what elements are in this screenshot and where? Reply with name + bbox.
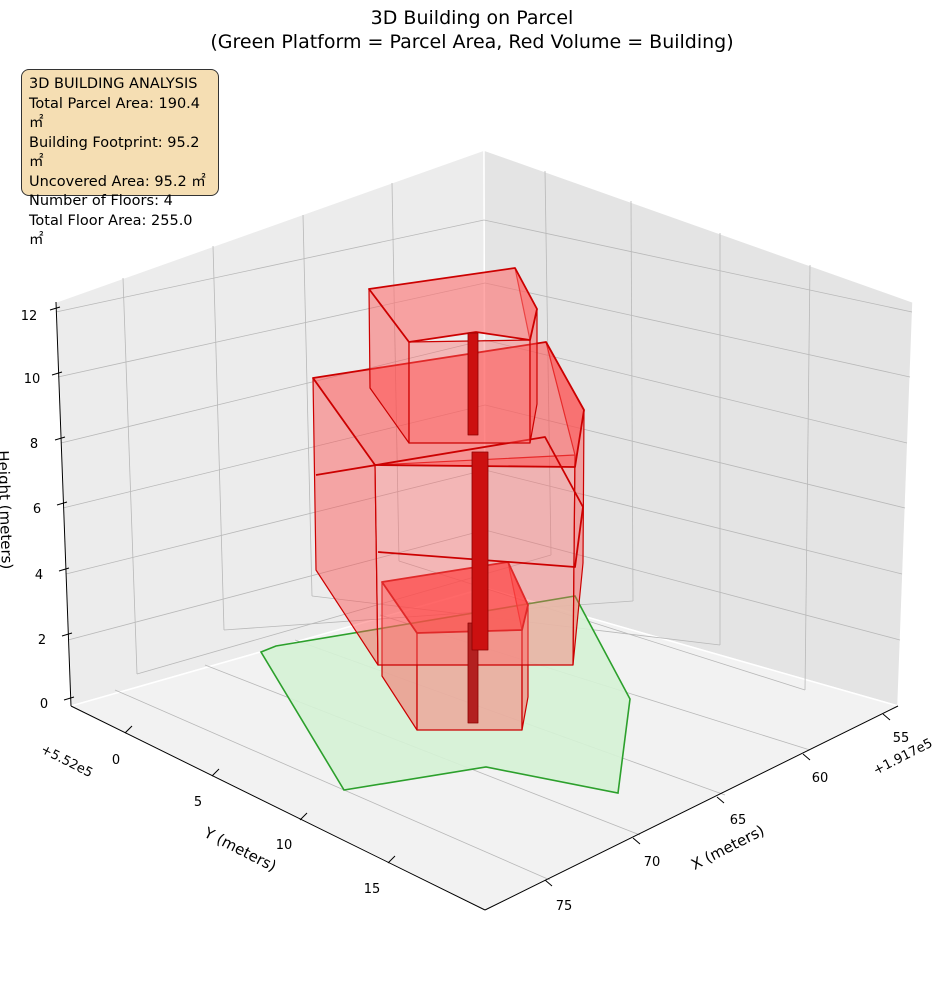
y-ticks — [124, 725, 396, 864]
x-axis-line — [484, 705, 899, 911]
x-tick-mark — [544, 879, 553, 887]
y-tick-label: 10 — [276, 838, 293, 853]
info-uncovered-area: Uncovered Area: 95.2 ㎡ — [29, 173, 206, 190]
info-box: 3D BUILDING ANALYSIS Total Parcel Area: … — [21, 69, 219, 248]
z-tick-mark — [54, 436, 66, 441]
z-tick-label: 2 — [38, 633, 46, 648]
z-tick-mark — [58, 567, 70, 572]
subtitle-line: (Green Platform = Parcel Area, Red Volum… — [210, 31, 734, 53]
info-floors: Number of Floors: 4 — [29, 193, 173, 209]
x-axis-label: X (meters) — [688, 821, 767, 873]
title-line: 3D Building on Parcel — [370, 7, 574, 29]
x-tick-mark — [716, 796, 725, 804]
z-ticks — [49, 306, 75, 701]
z-tick-mark — [63, 696, 75, 701]
y-tick-mark — [387, 855, 396, 864]
grid-floor-y — [114, 689, 551, 881]
x-tick-label: 55 — [893, 731, 910, 746]
grid — [55, 170, 913, 881]
y-offset-label: +5.52e5 — [38, 742, 95, 781]
y-axis-line — [70, 705, 486, 911]
info-parcel-area: Total Parcel Area: 190.4 ㎡ — [29, 95, 200, 132]
x-tick-mark — [882, 713, 891, 721]
x-tick-label: 65 — [730, 813, 747, 828]
z-tick-label: 10 — [24, 372, 41, 387]
z-axis-line — [55, 301, 72, 707]
x-tick-label: 70 — [644, 855, 661, 870]
building-core-middle — [471, 451, 489, 651]
x-tick-mark — [802, 753, 811, 761]
y-tick-mark — [299, 812, 308, 821]
grid-right-h — [484, 469, 903, 575]
x-tick-label: 75 — [556, 899, 573, 914]
x-tick-mark — [632, 837, 641, 845]
z-axis-label: Height (meters) — [0, 450, 16, 570]
z-tick-mark — [56, 501, 68, 506]
grid-right-h — [484, 282, 911, 378]
y-tick-label: 0 — [112, 753, 120, 768]
y-axis-label: Y (meters) — [200, 823, 279, 875]
grid-right-h — [483, 219, 913, 313]
info-floor-area: Total Floor Area: 255.0 ㎡ — [29, 212, 193, 249]
floor-3-slab — [315, 436, 584, 568]
grid-left-v — [122, 277, 138, 675]
building-volume — [312, 267, 585, 731]
z-tick-mark — [49, 306, 61, 311]
grid-right-v — [630, 200, 634, 602]
info-heading: 3D BUILDING ANALYSIS — [29, 76, 198, 92]
grid-left-h — [65, 469, 486, 575]
y-tick-mark — [124, 725, 133, 734]
x-ticks — [544, 713, 891, 887]
z-tick-mark — [61, 632, 73, 637]
grid-right-v — [804, 264, 811, 691]
floor-2-top — [312, 341, 585, 468]
floor-4-top — [368, 267, 538, 343]
grid-left-h — [55, 219, 485, 313]
z-tick-label: 6 — [33, 502, 41, 517]
x-tick-label: 60 — [812, 771, 829, 786]
grid-left-v — [302, 214, 313, 597]
y-tick-mark — [211, 768, 220, 777]
z-tick-label: 4 — [35, 568, 43, 583]
z-tick-label: 12 — [21, 309, 38, 324]
building-core-upper — [467, 332, 479, 436]
z-tick-mark — [51, 371, 63, 376]
grid-right-h — [484, 529, 901, 641]
parcel-platform — [259, 595, 631, 794]
z-tick-label: 0 — [40, 697, 48, 712]
grid-left-h — [60, 339, 486, 444]
z-tick-label: 8 — [30, 437, 38, 452]
y-tick-label: 5 — [194, 795, 202, 810]
grid-left-h — [67, 529, 486, 641]
info-footprint: Building Footprint: 95.2 ㎡ — [29, 134, 200, 171]
y-tick-label: 15 — [364, 882, 381, 897]
chart-title: 3D Building on Parcel (Green Platform = … — [0, 6, 944, 54]
grid-left-v — [212, 245, 225, 631]
